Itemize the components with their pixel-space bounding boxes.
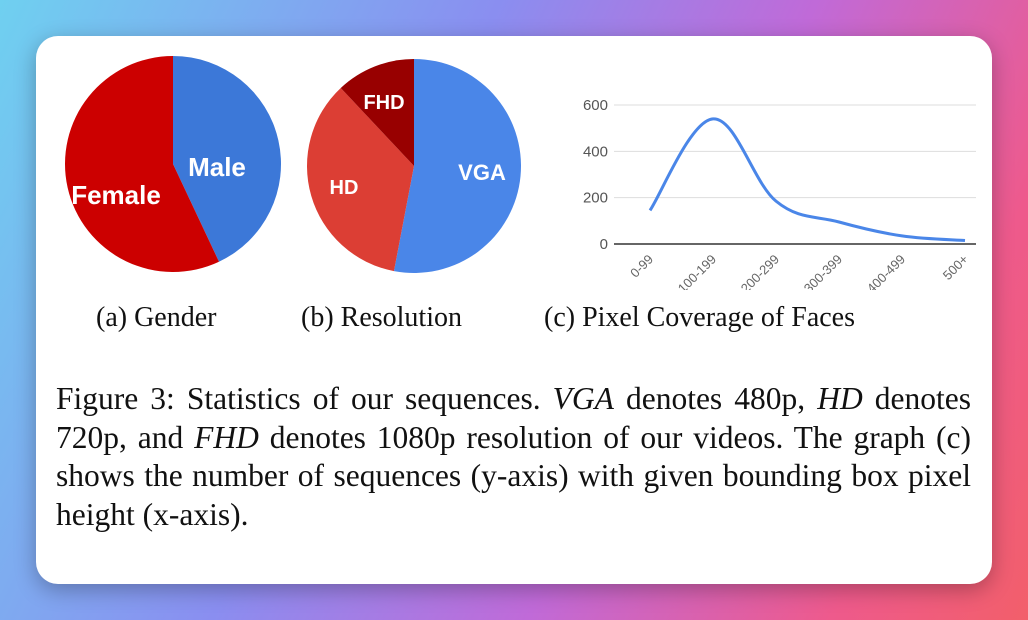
caption-fhd: FHD bbox=[194, 419, 259, 455]
caption-part-3: denotes 720p, and bbox=[56, 381, 971, 455]
caption-part-4: denotes 1080p resolution of our videos. … bbox=[56, 419, 972, 532]
y-tick-label: 0 bbox=[600, 236, 608, 253]
pie-label-fhd: FHD bbox=[363, 92, 404, 114]
gender-pie-chart: Male Female bbox=[65, 56, 281, 272]
subcaption-pixel-coverage: (c) Pixel Coverage of Faces bbox=[544, 302, 855, 333]
y-tick-label: 200 bbox=[583, 190, 608, 207]
caption-vga: VGA bbox=[552, 381, 614, 416]
resolution-pie-chart: VGA HD FHD bbox=[307, 59, 522, 273]
subcaption-gender: (a) Gender bbox=[96, 302, 217, 333]
pixel-coverage-line-chart: 0 200 400 600 0-99 100-199 200-299 300-399 400-… bbox=[583, 97, 976, 290]
x-tick-label: 500+ bbox=[940, 252, 971, 283]
x-tick-label: 0-99 bbox=[627, 252, 656, 281]
pie-label-female: Female bbox=[71, 180, 161, 210]
resolution-slice-fhd bbox=[340, 59, 414, 166]
subcaption-resolution: (b) Resolution bbox=[301, 302, 462, 333]
resolution-slice-hd bbox=[307, 88, 414, 272]
caption-part-1: Figure 3: Statistics of our sequences. bbox=[56, 381, 553, 416]
resolution-slice-vga bbox=[393, 59, 522, 273]
pie-label-male: Male bbox=[188, 152, 246, 182]
figure-card: Male Female VGA HD FHD 0 200 400 600 0-99 10… bbox=[36, 36, 992, 584]
pie-label-hd: HD bbox=[330, 177, 359, 199]
gender-slice-male bbox=[173, 56, 281, 262]
figure-caption: Figure 3: Statistics of our sequences. V… bbox=[56, 380, 971, 534]
y-tick-label: 600 bbox=[583, 97, 608, 114]
gender-slice-female bbox=[65, 56, 219, 272]
series-line bbox=[648, 117, 966, 243]
x-tick-label: 100-199 bbox=[675, 252, 719, 290]
caption-part-2: denotes 480p, bbox=[613, 381, 818, 416]
pie-label-vga: VGA bbox=[458, 160, 506, 185]
x-tick-label: 200-299 bbox=[738, 252, 782, 290]
caption-hd: HD bbox=[817, 381, 863, 416]
y-tick-label: 400 bbox=[583, 143, 608, 160]
x-tick-label: 400-499 bbox=[864, 252, 908, 290]
x-tick-label: 300-399 bbox=[801, 252, 845, 290]
